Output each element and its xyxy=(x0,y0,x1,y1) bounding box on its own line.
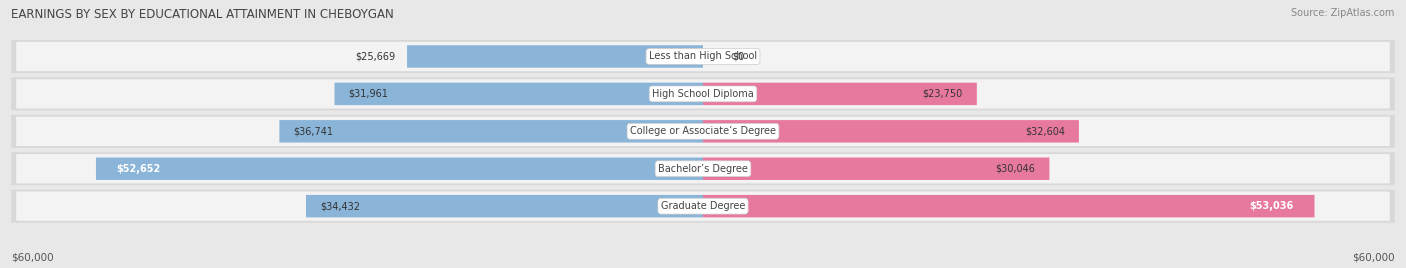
Text: $36,741: $36,741 xyxy=(294,126,333,136)
FancyBboxPatch shape xyxy=(11,190,1395,223)
Text: High School Diploma: High School Diploma xyxy=(652,89,754,99)
FancyBboxPatch shape xyxy=(11,152,1395,185)
FancyBboxPatch shape xyxy=(17,154,1389,183)
FancyBboxPatch shape xyxy=(307,195,703,217)
Text: $53,036: $53,036 xyxy=(1250,201,1294,211)
Text: Bachelor’s Degree: Bachelor’s Degree xyxy=(658,164,748,174)
FancyBboxPatch shape xyxy=(703,83,977,105)
FancyBboxPatch shape xyxy=(17,79,1389,109)
FancyBboxPatch shape xyxy=(96,158,703,180)
Text: $32,604: $32,604 xyxy=(1025,126,1066,136)
FancyBboxPatch shape xyxy=(703,195,1315,217)
Text: $60,000: $60,000 xyxy=(1353,253,1395,263)
Text: EARNINGS BY SEX BY EDUCATIONAL ATTAINMENT IN CHEBOYGAN: EARNINGS BY SEX BY EDUCATIONAL ATTAINMEN… xyxy=(11,8,394,21)
Text: Source: ZipAtlas.com: Source: ZipAtlas.com xyxy=(1291,8,1395,18)
Text: $31,961: $31,961 xyxy=(349,89,388,99)
Text: Graduate Degree: Graduate Degree xyxy=(661,201,745,211)
Text: $60,000: $60,000 xyxy=(11,253,53,263)
FancyBboxPatch shape xyxy=(17,117,1389,146)
Text: $34,432: $34,432 xyxy=(319,201,360,211)
FancyBboxPatch shape xyxy=(408,45,703,68)
FancyBboxPatch shape xyxy=(703,158,1049,180)
FancyBboxPatch shape xyxy=(17,192,1389,221)
Text: College or Associate’s Degree: College or Associate’s Degree xyxy=(630,126,776,136)
FancyBboxPatch shape xyxy=(11,77,1395,110)
FancyBboxPatch shape xyxy=(703,120,1078,143)
Text: $25,669: $25,669 xyxy=(356,51,395,61)
Text: $23,750: $23,750 xyxy=(922,89,963,99)
Text: Less than High School: Less than High School xyxy=(650,51,756,61)
FancyBboxPatch shape xyxy=(11,40,1395,73)
Text: $52,652: $52,652 xyxy=(117,164,160,174)
FancyBboxPatch shape xyxy=(11,115,1395,148)
FancyBboxPatch shape xyxy=(17,42,1389,71)
FancyBboxPatch shape xyxy=(280,120,703,143)
Text: $0: $0 xyxy=(731,51,744,61)
Text: $30,046: $30,046 xyxy=(995,164,1036,174)
FancyBboxPatch shape xyxy=(335,83,703,105)
